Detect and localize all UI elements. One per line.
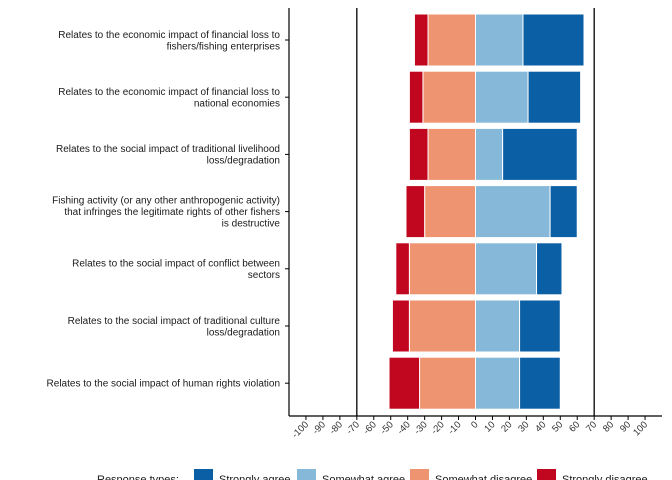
legend-label-somewhat-disagree: Somewhat disagree [435, 474, 532, 480]
x-tick-label-40: 40 [533, 419, 548, 434]
bar-somewhat-agree-row-5 [475, 242, 538, 296]
x-tick-label-neg-50: -50 [378, 419, 395, 436]
x-tick-label-30: 30 [516, 419, 531, 434]
bar-somewhat-agree-row-3 [475, 127, 504, 181]
bar-strongly-disagree-row-5 [395, 242, 410, 296]
x-tick-label-90: 90 [618, 419, 633, 434]
x-tick-label-neg-30: -30 [412, 419, 429, 436]
category-label-6: Relates to the social impact of traditio… [68, 316, 281, 339]
x-tick-label-0: 0 [469, 419, 481, 431]
category-label-2: Relates to the economic impact of financ… [58, 87, 280, 110]
x-tick-label-20: 20 [499, 419, 514, 434]
bar-strongly-agree-row-6 [519, 299, 561, 353]
legend-title: Response types: [97, 474, 179, 480]
bar-somewhat-disagree-row-3 [427, 127, 477, 181]
bar-strongly-disagree-row-4 [405, 185, 426, 239]
bar-somewhat-disagree-row-6 [408, 299, 476, 353]
x-tick-label-50: 50 [550, 419, 565, 434]
bar-somewhat-agree-row-1 [475, 13, 524, 67]
legend-label-strongly-disagree: Strongly disagree [562, 474, 648, 480]
bar-strongly-disagree-row-7 [388, 356, 421, 410]
category-label-5: Relates to the social impact of conflict… [72, 259, 280, 282]
bar-strongly-disagree-row-2 [408, 70, 424, 124]
x-tick-label-70: 70 [584, 419, 599, 434]
category-label-3: Relates to the social impact of traditio… [56, 144, 280, 167]
x-tick-label-neg-90: -90 [311, 419, 328, 436]
bar-somewhat-disagree-row-4 [424, 185, 476, 239]
legend-key-somewhat-agree [297, 469, 316, 480]
bar-somewhat-disagree-row-1 [427, 13, 477, 67]
bar-strongly-agree-row-5 [536, 242, 563, 296]
x-tick-label-neg-40: -40 [395, 419, 412, 436]
x-tick-label-10: 10 [482, 419, 497, 434]
x-tick-label-neg-20: -20 [429, 419, 446, 436]
legend-key-strongly-agree [194, 469, 213, 480]
category-labels: Relates to the economic impact of financ… [47, 30, 281, 390]
x-tick-label-100: 100 [631, 419, 650, 438]
legend-key-strongly-disagree [537, 469, 556, 480]
bar-group [388, 13, 585, 410]
x-tick-label-neg-80: -80 [327, 419, 344, 436]
bar-somewhat-agree-row-2 [475, 70, 529, 124]
bar-strongly-disagree-row-1 [413, 13, 429, 67]
x-tick-label-neg-10: -10 [446, 419, 463, 436]
x-tick-label-neg-60: -60 [361, 419, 378, 436]
bar-somewhat-agree-row-4 [475, 185, 551, 239]
x-tick-label-60: 60 [567, 419, 582, 434]
bar-somewhat-disagree-row-2 [422, 70, 477, 124]
legend: Response types: Strongly agree Somewhat ag… [97, 469, 648, 480]
x-tick-label-neg-70: -70 [344, 419, 361, 436]
bar-strongly-agree-row-2 [527, 70, 582, 124]
category-label-1: Relates to the economic impact of financ… [58, 30, 280, 53]
legend-label-somewhat-agree: Somewhat agree [322, 474, 405, 480]
bar-somewhat-agree-row-7 [475, 356, 521, 410]
bar-strongly-agree-row-7 [519, 356, 561, 410]
bar-strongly-agree-row-1 [522, 13, 585, 67]
bar-somewhat-agree-row-6 [475, 299, 521, 353]
bar-somewhat-disagree-row-5 [408, 242, 476, 296]
x-tick-label-80: 80 [601, 419, 616, 434]
x-tick-label-neg-100: -100 [290, 419, 311, 440]
reference-lines [356, 8, 595, 416]
legend-label-strongly-agree: Strongly agree [219, 474, 291, 480]
category-label-7: Relates to the social impact of human ri… [47, 379, 280, 390]
bar-strongly-agree-row-4 [549, 185, 578, 239]
bar-strongly-disagree-row-6 [391, 299, 410, 353]
legend-key-somewhat-disagree [410, 469, 429, 480]
bar-somewhat-disagree-row-7 [419, 356, 476, 410]
category-label-4: Fishing activity (or any other anthropog… [52, 196, 280, 230]
bar-strongly-disagree-row-3 [408, 127, 429, 181]
bar-strongly-agree-row-3 [502, 127, 578, 181]
x-axis-ticks: -100 -90 -80 -70 -60 -50 -40 -30 -20 -10 0 10 20 30 40… [290, 416, 650, 441]
